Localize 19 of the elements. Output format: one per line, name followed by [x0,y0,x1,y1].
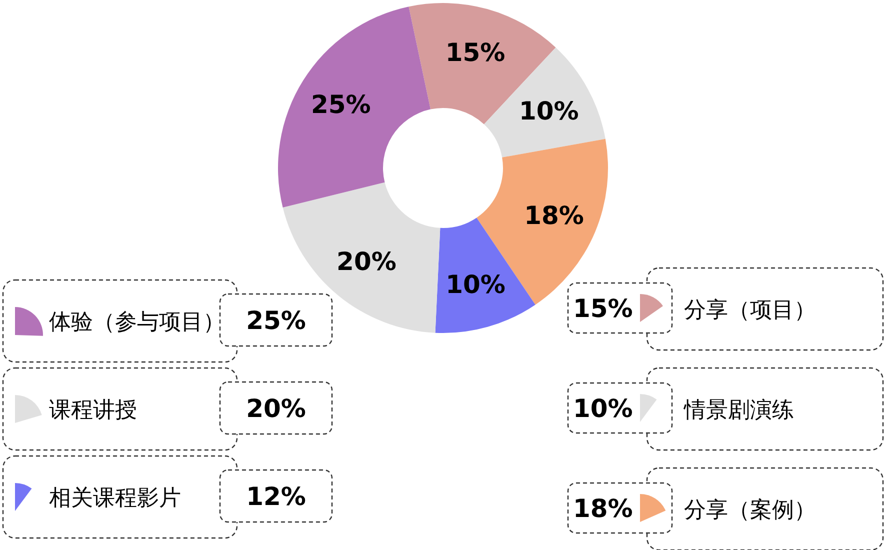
legend-label: 分享（项目） [684,298,816,323]
data-label: 15% [445,38,506,67]
legend-label: 体验（参与项目） [49,310,225,335]
data-label: 25% [310,90,371,119]
legend-label: 情景剧演练 [683,398,794,423]
text: 25% [246,306,306,335]
data-label: 10% [518,96,579,126]
text: 12% [246,482,306,511]
text: 15% [573,294,633,323]
text: 20% [246,394,306,423]
donut-slice [278,6,431,208]
data-label: 10% [446,270,506,300]
text: 18% [573,494,633,523]
data-label: 20% [336,247,396,276]
text: 10% [573,394,633,423]
legend-label: 课程讲授 [49,398,137,423]
legend-label: 相关课程影片 [49,486,181,511]
legend-label: 分享（案例） [684,498,816,523]
data-label: 18% [524,200,584,230]
